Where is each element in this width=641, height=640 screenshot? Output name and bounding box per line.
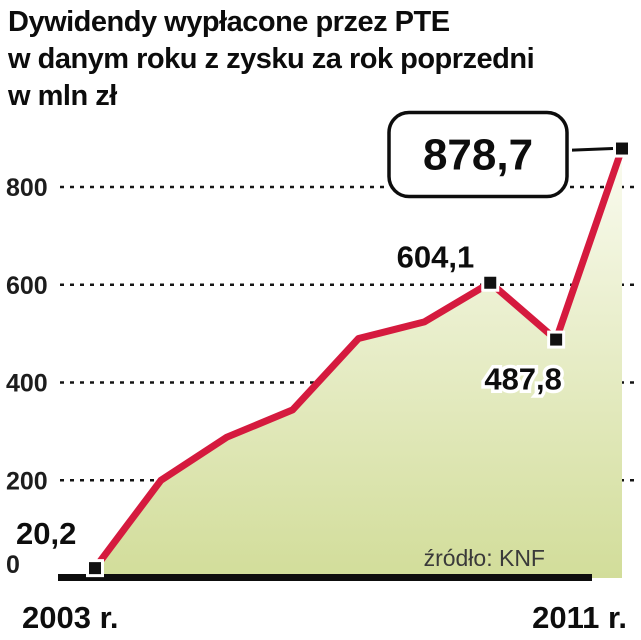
point-label-2010: 487,8 <box>484 362 562 397</box>
callout-value-label: 878,7 <box>423 131 533 180</box>
point-label-2009: 604,1 <box>397 240 475 275</box>
x-axis-line <box>58 574 592 581</box>
y-tick-label-200: 200 <box>6 467 48 495</box>
chart-title-line-1: Dywidendy wypłacone przez PTE <box>8 6 450 38</box>
area-fill <box>95 148 622 578</box>
data-line <box>91 145 626 572</box>
x-axis-label-right: 2011 r. <box>532 600 627 635</box>
point-label-2003: 20,2 <box>16 516 76 551</box>
data-point-marker-2011 <box>613 139 631 158</box>
x-axis-label-left: 2003 r. <box>22 600 119 635</box>
chart-title-line-3: w mln zł <box>8 80 117 112</box>
data-point-marker-2010 <box>547 330 566 349</box>
y-tick-label-400: 400 <box>6 370 48 398</box>
y-tick-label-800: 800 <box>6 174 48 202</box>
chart-title-line-2: w danym roku z zysku za rok poprzedni <box>8 43 535 75</box>
data-point-marker-2009 <box>481 273 500 292</box>
callout-bubble <box>387 110 569 199</box>
data-point-marker-2003 <box>86 559 104 578</box>
y-tick-label-0: 0 <box>6 551 20 579</box>
source-label: źródło: KNF <box>424 545 545 571</box>
chart-title: Dywidendy wypłacone przez PTE w danym ro… <box>8 4 535 115</box>
y-tick-label-600: 600 <box>6 272 48 300</box>
overlay-layer: źródło: KNF 2003 r. 2011 r. <box>22 545 627 635</box>
plot-layer: 0 200 400 600 800 20,2 604,1 487,8 878,7 <box>6 107 639 581</box>
